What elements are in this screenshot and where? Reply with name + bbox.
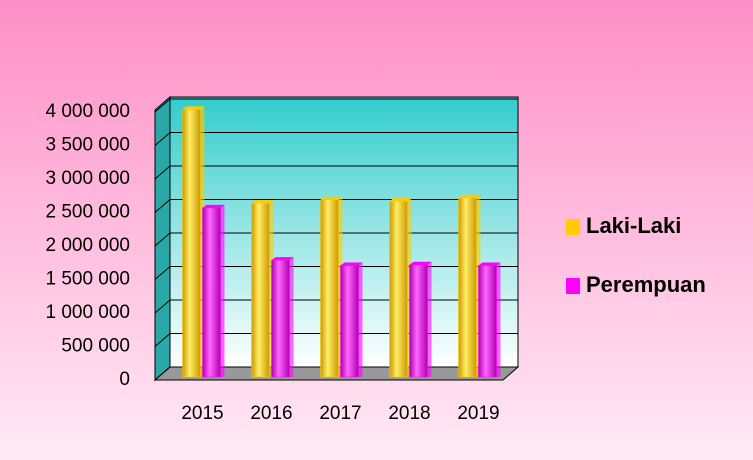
x-tick-label: 2017 — [319, 403, 361, 424]
bar-side — [289, 257, 294, 377]
y-tick-label: 500 000 — [61, 336, 130, 357]
bar — [389, 200, 408, 378]
x-tick-label: 2018 — [388, 403, 430, 424]
bar — [478, 265, 497, 378]
bar-side — [427, 261, 432, 377]
grid-line — [154, 299, 171, 314]
bar-side — [358, 262, 363, 377]
bar-side — [496, 262, 501, 377]
x-tick-label: 2016 — [250, 403, 292, 424]
grid-line — [154, 366, 171, 381]
bar-side — [220, 204, 225, 377]
grid-line — [154, 132, 171, 146]
x-tick-label: 2019 — [457, 403, 499, 424]
grid-line — [154, 333, 171, 347]
y-tick-label: 0 — [119, 369, 130, 390]
bar-top — [409, 261, 432, 265]
bar — [202, 207, 221, 378]
bar — [320, 199, 339, 378]
y-tick-label: 2 000 000 — [45, 235, 130, 256]
x-tick-label: 2015 — [181, 403, 223, 424]
bar-top — [458, 194, 481, 198]
bar-top — [202, 204, 225, 208]
bar-top — [478, 262, 501, 266]
y-tick-label: 3 000 000 — [45, 168, 130, 189]
y-tick-label: 4 000 000 — [45, 101, 130, 122]
legend-swatch — [566, 278, 580, 294]
legend-swatch — [566, 219, 580, 235]
bar-top — [389, 198, 412, 202]
bar — [409, 264, 428, 378]
legend-label: Laki-Laki — [586, 213, 681, 238]
y-tick-label: 1 500 000 — [45, 269, 130, 290]
grid-line — [154, 98, 171, 113]
bar — [182, 109, 201, 378]
y-tick-label: 1 000 000 — [45, 302, 130, 323]
grid-line — [154, 266, 171, 280]
grid-line — [154, 199, 171, 213]
bar — [340, 265, 359, 378]
bar-top — [320, 196, 343, 200]
bar-top — [271, 257, 294, 261]
bar — [251, 202, 270, 378]
bar-top — [182, 106, 205, 110]
bar — [271, 259, 290, 378]
bar — [458, 197, 477, 378]
grid-line — [154, 165, 171, 180]
bar-top — [251, 200, 274, 204]
bar-top — [340, 262, 363, 266]
legend-label: Perempuan — [586, 272, 706, 297]
y-tick-label: 3 500 000 — [45, 135, 130, 156]
y-tick-label: 2 500 000 — [45, 202, 130, 223]
grid-line — [154, 232, 171, 247]
